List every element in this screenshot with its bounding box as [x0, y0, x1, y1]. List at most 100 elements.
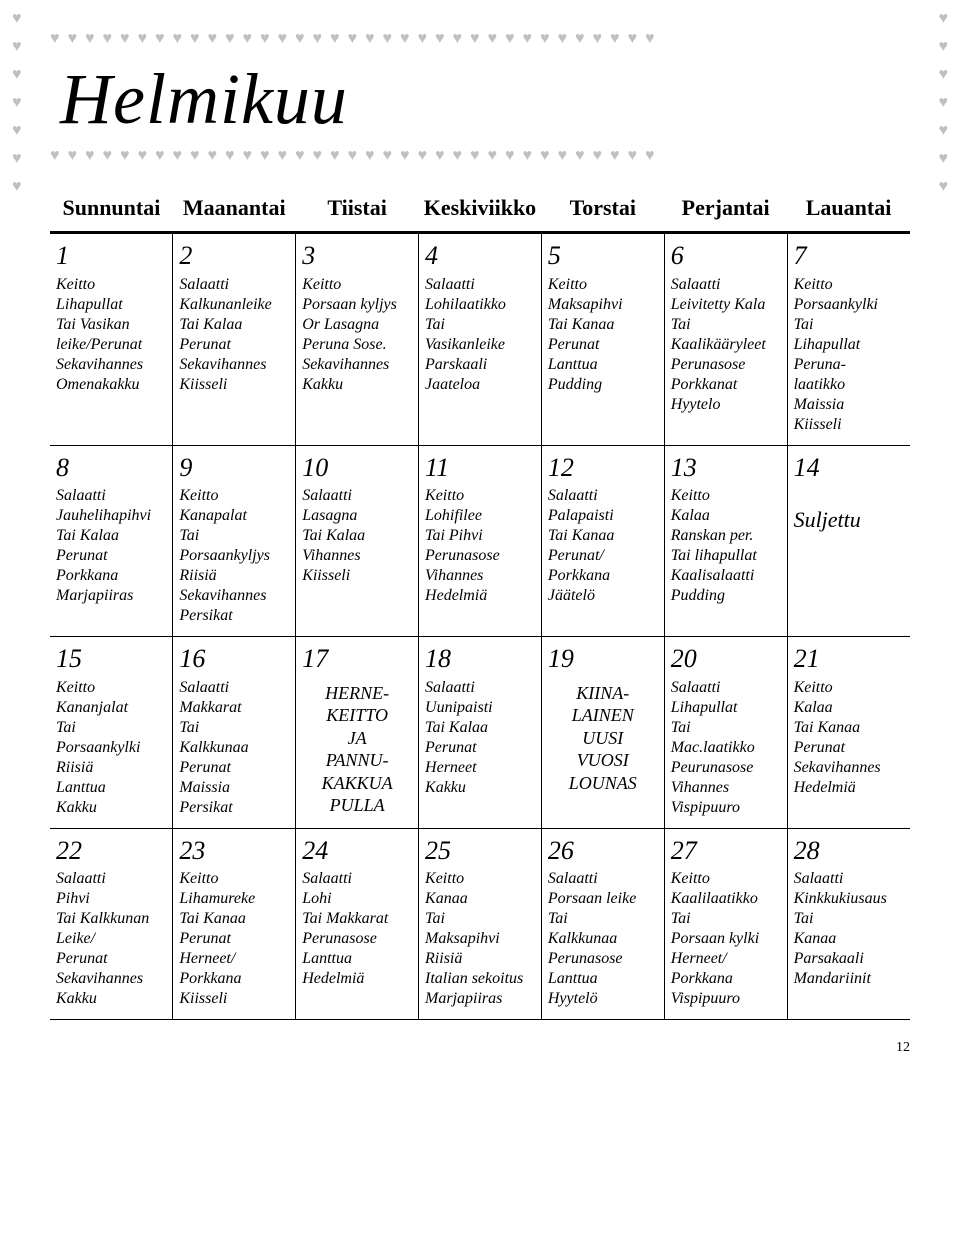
day-number: 4 — [425, 240, 535, 273]
calendar-cell: 1KeittoLihapullatTai Vasikanleike/Peruna… — [50, 233, 173, 446]
menu-line: Lohi — [302, 889, 412, 909]
day-number: 25 — [425, 835, 535, 868]
menu-line: Perunat — [425, 738, 535, 758]
menu-line: Perunat/ — [548, 546, 658, 566]
menu-line: Lihamureke — [179, 889, 289, 909]
menu-line: Hyytelo — [671, 395, 781, 415]
menu-line: Peurunasose — [671, 758, 781, 778]
menu-line: Persikat — [179, 798, 289, 818]
menu-line: Tai — [671, 718, 781, 738]
menu-line: Perunat — [56, 546, 166, 566]
calendar-week-row: 15KeittoKananjalatTaiPorsaankylkiRiisiäL… — [50, 637, 910, 829]
menu-line: Tai Kalaa — [425, 718, 535, 738]
menu-line: Kiisseli — [794, 415, 904, 435]
menu-line: Perunat — [56, 949, 166, 969]
menu-line: Lanttua — [56, 778, 166, 798]
menu-line: Porsaan kylki — [671, 929, 781, 949]
menu-line: Porkkanat — [671, 375, 781, 395]
menu-line: Lohilaatikko — [425, 295, 535, 315]
menu-line: Perunasose — [548, 949, 658, 969]
menu-line: Tai Kalkkunan — [56, 909, 166, 929]
calendar-cell: 22SalaattiPihviTai KalkkunanLeike/Peruna… — [50, 828, 173, 1020]
menu-line: Jauhelihapihvi — [56, 506, 166, 526]
calendar-cell: 24 SalaattiLohiTai MakkaratPerunasoseLan… — [296, 828, 419, 1020]
calendar-cell: 15KeittoKananjalatTaiPorsaankylkiRiisiäL… — [50, 637, 173, 829]
menu-line: Uunipaisti — [425, 698, 535, 718]
menu-line: Kaalikääryleet — [671, 335, 781, 355]
menu-line: Keitto — [179, 486, 289, 506]
menu-line: Tai Kanaa — [179, 909, 289, 929]
calendar-cell: 6SalaattiLeivitetty KalaTaiKaalikäärylee… — [664, 233, 787, 446]
calendar-cell: 26SalaattiPorsaan leikeTaiKalkkunaaPerun… — [541, 828, 664, 1020]
calendar-week-row: 22SalaattiPihviTai KalkkunanLeike/Peruna… — [50, 828, 910, 1020]
day-header: Maanantai — [173, 185, 296, 233]
menu-line: leike/Perunat — [56, 335, 166, 355]
calendar-cell: 19KIINA-LAINENUUSIVUOSILOUNAS — [541, 637, 664, 829]
menu-line: Salaatti — [548, 486, 658, 506]
menu-line: Mandariinit — [794, 969, 904, 989]
menu-line: Kalkkunaa — [179, 738, 289, 758]
menu-line: Salaatti — [56, 486, 166, 506]
menu-line: Salaatti — [671, 678, 781, 698]
calendar-cell: 25KeittoKanaaTaiMaksapihviRiisiäItalian … — [419, 828, 542, 1020]
menu-line: Tai Kanaa — [548, 526, 658, 546]
calendar-cell: 28SalaattiKinkkukiusausTaiKanaaParsakaal… — [787, 828, 910, 1020]
menu-line: Peruna- — [794, 355, 904, 375]
menu-line: Tai Kalaa — [56, 526, 166, 546]
closed-label: Suljettu — [794, 506, 904, 534]
menu-line: Perunasose — [671, 355, 781, 375]
menu-line: Maksapihvi — [425, 929, 535, 949]
calendar-cell: 7KeittoPorsaankylkiTaiLihapullatPeruna-l… — [787, 233, 910, 446]
menu-line: Jaateloa — [425, 375, 535, 395]
menu-line: Tai — [425, 315, 535, 335]
menu-line: Kinkkukiusaus — [794, 889, 904, 909]
page-number: 12 — [50, 1040, 910, 1056]
menu-line: Tai — [548, 909, 658, 929]
menu-line: Salaatti — [179, 678, 289, 698]
calendar-cell: 14Suljettu — [787, 445, 910, 637]
menu-line: Or Lasagna — [302, 315, 412, 335]
calendar-cell: 20SalaattiLihapullatTaiMac.laatikkoPeuru… — [664, 637, 787, 829]
calendar-cell: 8SalaattiJauhelihapihviTai KalaaPerunatP… — [50, 445, 173, 637]
day-number: 13 — [671, 452, 781, 485]
menu-line: Perunat — [179, 335, 289, 355]
calendar-week-row: 1KeittoLihapullatTai Vasikanleike/Peruna… — [50, 233, 910, 446]
menu-line: Porkkana — [671, 969, 781, 989]
menu-line: Porsaan leike — [548, 889, 658, 909]
calendar-cell: 16SalaattiMakkaratTaiKalkkunaaPerunatMai… — [173, 637, 296, 829]
menu-line: Tai Kanaa — [794, 718, 904, 738]
menu-line: Keitto — [548, 275, 658, 295]
day-number: 16 — [179, 643, 289, 676]
menu-line: Persikat — [179, 606, 289, 626]
menu-line: Perunat — [794, 738, 904, 758]
menu-line: Ranskan per. — [671, 526, 781, 546]
menu-line: Keitto — [179, 869, 289, 889]
heart-row-top: ♥ ♥ ♥ ♥ ♥ ♥ ♥ ♥ ♥ ♥ ♥ ♥ ♥ ♥ ♥ ♥ ♥ ♥ ♥ ♥ … — [50, 30, 910, 48]
menu-line: Sekavihannes — [179, 355, 289, 375]
menu-line: Tai — [179, 718, 289, 738]
menu-line: Omenakakku — [56, 375, 166, 395]
menu-line: Sekavihannes — [794, 758, 904, 778]
day-number: 9 — [179, 452, 289, 485]
calendar-cell: 18SalaattiUunipaistiTai KalaaPerunatHern… — [419, 637, 542, 829]
menu-line: Vispipuuro — [671, 798, 781, 818]
calendar-cell: 4SalaattiLohilaatikkoTaiVasikanleikePars… — [419, 233, 542, 446]
day-number: 19 — [548, 643, 658, 676]
menu-line: Marjapiiras — [425, 989, 535, 1009]
menu-line: Sekavihannes — [56, 355, 166, 375]
menu-line: Lasagna — [302, 506, 412, 526]
menu-line: Keitto — [671, 869, 781, 889]
menu-line: Porkkana — [548, 566, 658, 586]
menu-line: Porkkana — [179, 969, 289, 989]
menu-line: Tai Vasikan — [56, 315, 166, 335]
calendar-cell: 5KeittoMaksapihviTai KanaaPerunatLanttua… — [541, 233, 664, 446]
menu-line: Riisiä — [179, 566, 289, 586]
calendar-cell: 10SalaattiLasagnaTai KalaaVihannesKiisse… — [296, 445, 419, 637]
menu-line: Kakku — [56, 798, 166, 818]
page-title: Helmikuu — [60, 58, 910, 141]
calendar-cell: 27KeittoKaalilaatikkoTaiPorsaan kylkiHer… — [664, 828, 787, 1020]
menu-line: Sekavihannes — [56, 969, 166, 989]
menu-line: Italian sekoitus — [425, 969, 535, 989]
menu-line: Tai — [671, 909, 781, 929]
menu-line: Vihannes — [425, 566, 535, 586]
